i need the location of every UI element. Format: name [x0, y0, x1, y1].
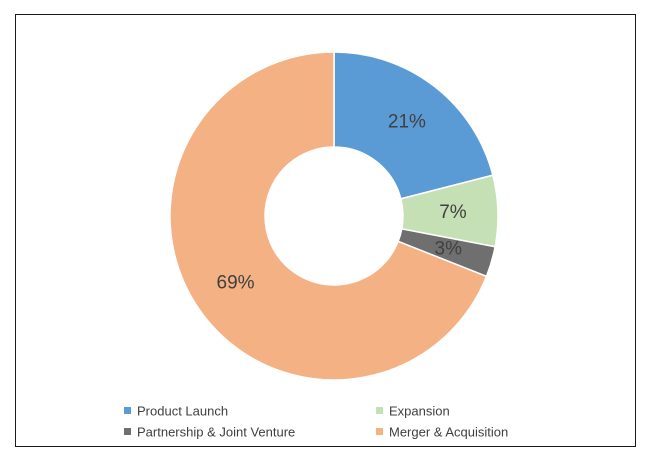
- slice-label-product-launch: 21%: [388, 111, 426, 132]
- donut-slice-labels: 21% 7% 3% 69%: [217, 111, 467, 293]
- donut-slices: [169, 51, 499, 381]
- legend-item-partnership-and-joint-venture: Partnership & Joint Venture: [124, 425, 295, 440]
- legend-item-expansion: Expansion: [376, 404, 450, 419]
- legend-label-product-launch: Product Launch: [137, 404, 228, 419]
- chart-frame: 21% 7% 3% 69% Product Launch Expansion Partne…: [15, 14, 636, 447]
- slice-merger-and-acquisition: [169, 51, 488, 381]
- legend-item-merger-and-acquisition: Merger & Acquisition: [376, 425, 508, 440]
- slice-product-launch: [333, 51, 494, 200]
- donut-chart: 21% 7% 3% 69% Product Launch Expansion Partne…: [124, 51, 508, 440]
- legend-label-expansion: Expansion: [389, 404, 450, 419]
- legend-label-partnership-and-joint-venture: Partnership & Joint Venture: [137, 425, 295, 440]
- legend-swatch-product-launch: [124, 407, 131, 414]
- legend-item-product-launch: Product Launch: [124, 404, 228, 419]
- legend-swatch-expansion: [376, 407, 383, 414]
- chart-legend: Product Launch Expansion Partnership & Joi…: [124, 404, 508, 440]
- legend-swatch-partnership-and-joint-venture: [124, 428, 131, 435]
- slice-label-expansion: 7%: [439, 202, 467, 223]
- legend-swatch-merger-and-acquisition: [376, 428, 383, 435]
- slice-label-partnership-and-joint-venture: 3%: [435, 239, 463, 260]
- slice-label-merger-and-acquisition: 69%: [217, 272, 255, 293]
- legend-label-merger-and-acquisition: Merger & Acquisition: [389, 425, 508, 440]
